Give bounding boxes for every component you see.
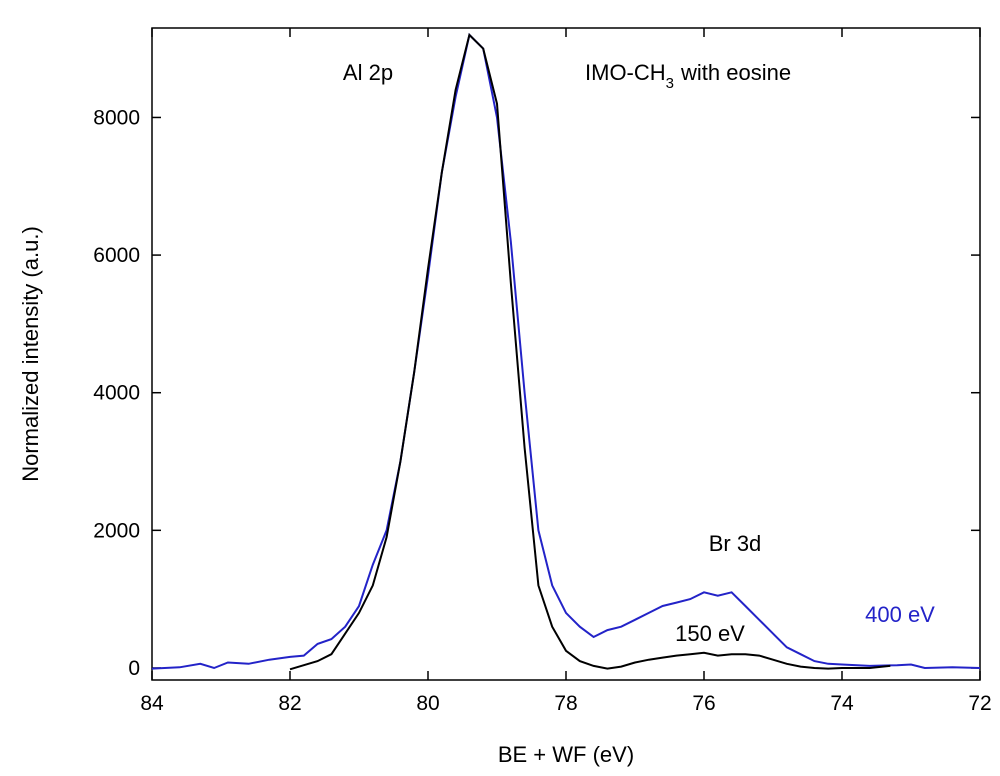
x-tick-label: 76 bbox=[692, 692, 715, 715]
series-line bbox=[151, 32, 981, 670]
x-tick-label: 82 bbox=[278, 692, 301, 715]
series-label: 400 eV bbox=[865, 602, 935, 627]
y-tick-label: 0 bbox=[128, 657, 140, 680]
y-tick-label: 4000 bbox=[93, 382, 140, 405]
peak-label: Al 2p bbox=[343, 60, 393, 85]
sample-rest: with eosine bbox=[680, 60, 791, 85]
sample-label: IMO-CH3 with eosine bbox=[585, 60, 791, 92]
x-tick-label: 78 bbox=[554, 692, 577, 715]
x-tick-label: 74 bbox=[830, 692, 854, 715]
y-tick-label: 8000 bbox=[93, 106, 140, 129]
sample-main: IMO-CH bbox=[585, 60, 666, 85]
y-axis-label: Normalized intensity (a.u.) bbox=[18, 226, 43, 482]
y-tick-label: 6000 bbox=[93, 244, 140, 267]
plot-frame bbox=[151, 27, 981, 681]
x-tick-label: 84 bbox=[140, 692, 164, 715]
x-axis-label: BE + WF (eV) bbox=[498, 742, 634, 767]
y-tick-label: 2000 bbox=[93, 519, 140, 542]
x-tick-label: 72 bbox=[968, 692, 991, 715]
series-line bbox=[289, 32, 891, 671]
minor-peak-label: Br 3d bbox=[709, 531, 762, 556]
sample-sub: 3 bbox=[666, 75, 674, 92]
x-tick-label: 80 bbox=[416, 692, 439, 715]
series-label: 150 eV bbox=[675, 621, 745, 646]
